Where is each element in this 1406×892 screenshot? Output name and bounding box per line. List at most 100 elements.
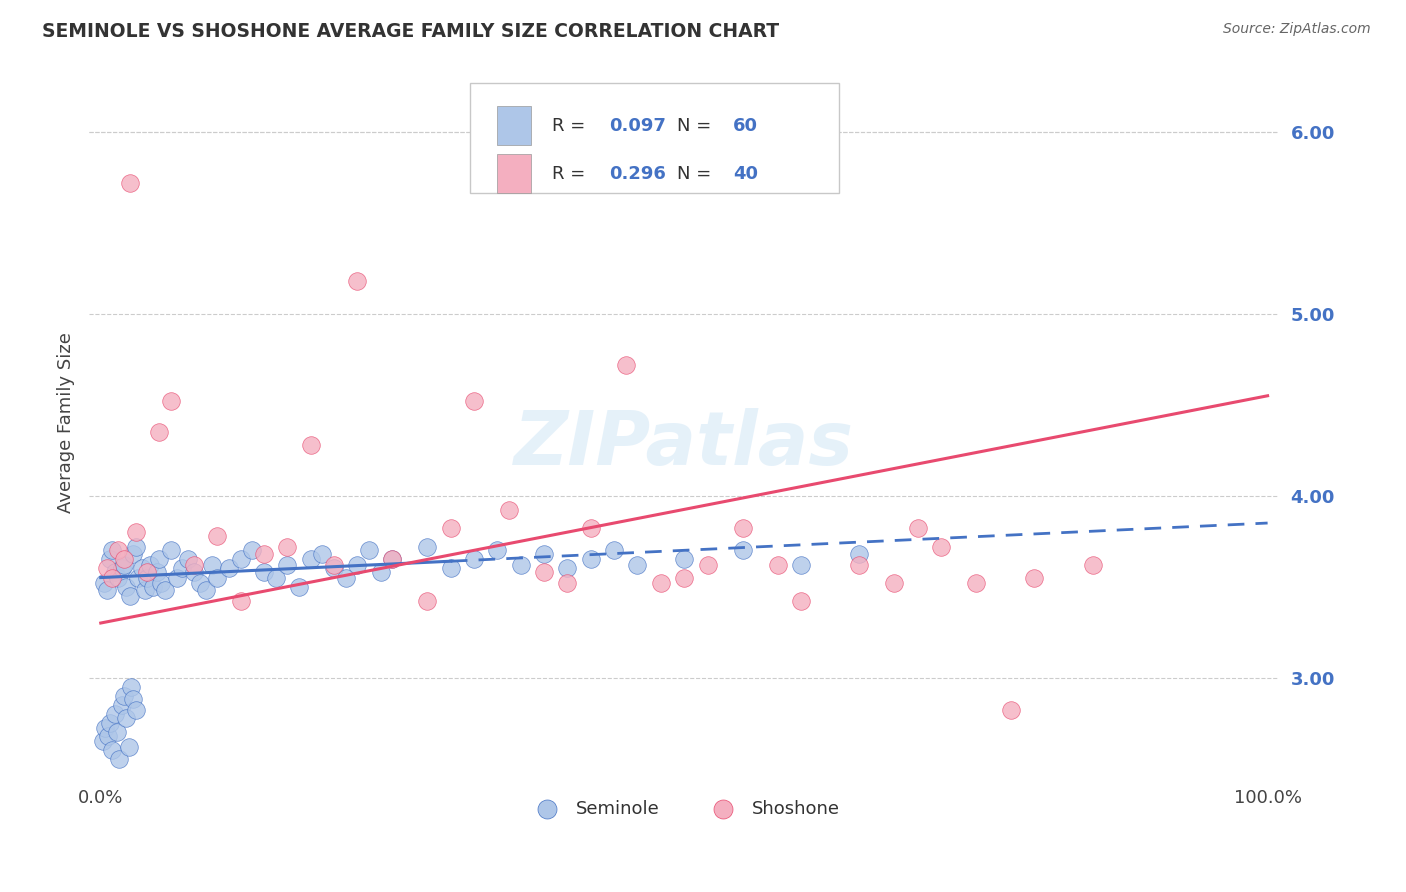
- Point: [97, 729, 120, 743]
- Point: [579, 521, 602, 535]
- Point: [335, 571, 357, 585]
- Point: [311, 547, 333, 561]
- Point: [416, 594, 439, 608]
- FancyBboxPatch shape: [498, 106, 530, 145]
- Point: [145, 565, 167, 579]
- Text: N =: N =: [678, 117, 717, 135]
- Point: [183, 565, 205, 579]
- Point: [139, 558, 162, 572]
- Point: [115, 710, 138, 724]
- Point: [150, 576, 173, 591]
- Text: R =: R =: [553, 165, 591, 183]
- Point: [104, 565, 127, 579]
- Text: R =: R =: [553, 117, 591, 135]
- Point: [790, 594, 813, 608]
- Point: [194, 583, 217, 598]
- Point: [115, 580, 138, 594]
- Point: [120, 680, 142, 694]
- Point: [965, 576, 987, 591]
- Point: [673, 552, 696, 566]
- Point: [118, 176, 141, 190]
- Point: [94, 722, 117, 736]
- Point: [766, 558, 789, 572]
- Point: [381, 552, 404, 566]
- Point: [463, 394, 485, 409]
- Point: [148, 552, 170, 566]
- Point: [614, 358, 637, 372]
- Point: [253, 547, 276, 561]
- Point: [370, 565, 392, 579]
- Point: [148, 425, 170, 439]
- Point: [207, 571, 229, 585]
- Point: [650, 576, 672, 591]
- Point: [673, 571, 696, 585]
- Point: [112, 552, 135, 566]
- Text: 40: 40: [733, 165, 758, 183]
- Point: [134, 583, 156, 598]
- Point: [177, 552, 200, 566]
- Point: [118, 739, 141, 754]
- Point: [142, 580, 165, 594]
- Point: [98, 552, 121, 566]
- Point: [346, 558, 368, 572]
- Point: [125, 525, 148, 540]
- Point: [848, 547, 870, 561]
- Point: [101, 743, 124, 757]
- Point: [416, 540, 439, 554]
- Point: [127, 571, 149, 585]
- Point: [107, 571, 129, 585]
- Point: [929, 540, 952, 554]
- Point: [731, 543, 754, 558]
- Point: [131, 561, 153, 575]
- Point: [101, 571, 124, 585]
- Point: [440, 561, 463, 575]
- Point: [107, 543, 129, 558]
- Point: [96, 583, 118, 598]
- Text: Source: ZipAtlas.com: Source: ZipAtlas.com: [1223, 22, 1371, 37]
- Point: [98, 716, 121, 731]
- Point: [93, 576, 115, 591]
- Point: [188, 576, 211, 591]
- Point: [96, 561, 118, 575]
- Point: [323, 558, 346, 572]
- Point: [91, 734, 114, 748]
- Text: ZIPatlas: ZIPatlas: [515, 408, 855, 481]
- Point: [276, 540, 298, 554]
- Point: [1081, 558, 1104, 572]
- Point: [848, 558, 870, 572]
- Point: [111, 561, 134, 575]
- Point: [359, 543, 381, 558]
- Point: [125, 540, 148, 554]
- Point: [883, 576, 905, 591]
- Point: [486, 543, 509, 558]
- Point: [122, 692, 145, 706]
- Point: [299, 552, 322, 566]
- Point: [101, 543, 124, 558]
- Point: [533, 565, 555, 579]
- Point: [200, 558, 222, 572]
- Point: [218, 561, 240, 575]
- Point: [381, 552, 404, 566]
- Point: [696, 558, 718, 572]
- Point: [579, 552, 602, 566]
- Point: [557, 576, 579, 591]
- Point: [557, 561, 579, 575]
- FancyBboxPatch shape: [498, 154, 530, 194]
- Point: [907, 521, 929, 535]
- Point: [299, 438, 322, 452]
- Point: [125, 703, 148, 717]
- Text: 0.097: 0.097: [609, 117, 666, 135]
- Point: [264, 571, 287, 585]
- Point: [229, 552, 252, 566]
- Point: [790, 558, 813, 572]
- Point: [136, 571, 159, 585]
- Point: [229, 594, 252, 608]
- Point: [1024, 571, 1046, 585]
- Point: [253, 565, 276, 579]
- Point: [112, 689, 135, 703]
- Point: [509, 558, 531, 572]
- Point: [463, 552, 485, 566]
- Text: N =: N =: [678, 165, 717, 183]
- Legend: Seminole, Shoshone: Seminole, Shoshone: [522, 793, 846, 825]
- Point: [323, 561, 346, 575]
